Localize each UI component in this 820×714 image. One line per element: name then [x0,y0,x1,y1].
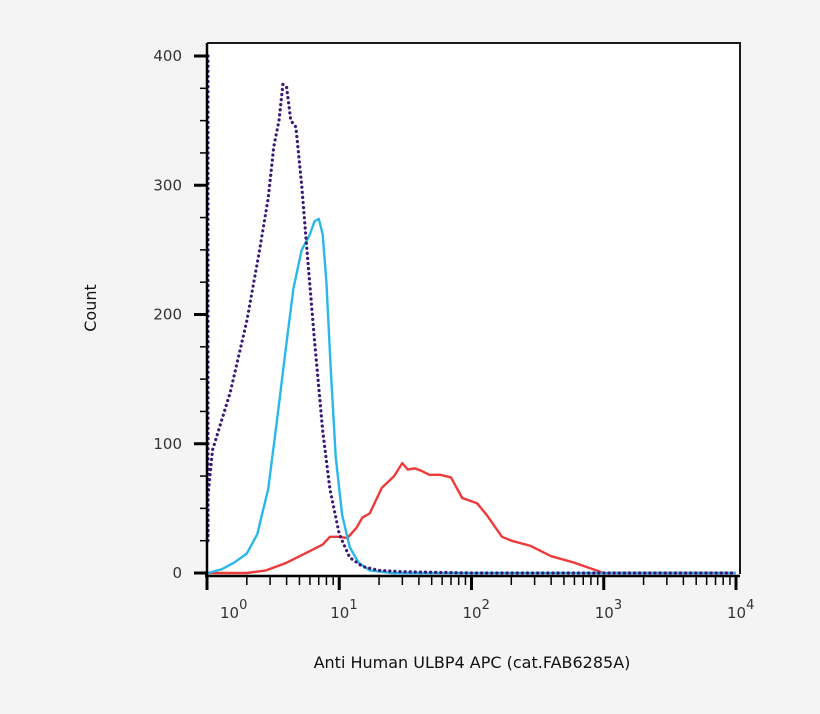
y-axis-ticks: 0 100 200 300 400 [153,47,207,582]
series-ULBP4-stained-2 [208,461,736,575]
x-tick-label: 103 [595,598,622,622]
x-tick-label: 100 [220,598,247,622]
x-tick-label: 104 [727,598,754,622]
y-tick-label: 200 [153,306,182,324]
x-axis-ticks: 100 101 102 103 104 [205,576,754,622]
x-tick-label: 102 [463,598,490,622]
plot-frame [207,42,741,574]
y-tick-label: 400 [153,47,182,65]
y-tick-label: 300 [153,176,182,194]
x-tick-label: 101 [330,598,357,622]
x-axis-label: Anti Human ULBP4 APC (cat.FAB6285A) [314,653,631,672]
y-tick-label: 0 [172,564,182,582]
y-axis-label: Count [81,284,100,332]
plot-area [207,43,740,574]
y-tick-label: 100 [153,435,182,453]
